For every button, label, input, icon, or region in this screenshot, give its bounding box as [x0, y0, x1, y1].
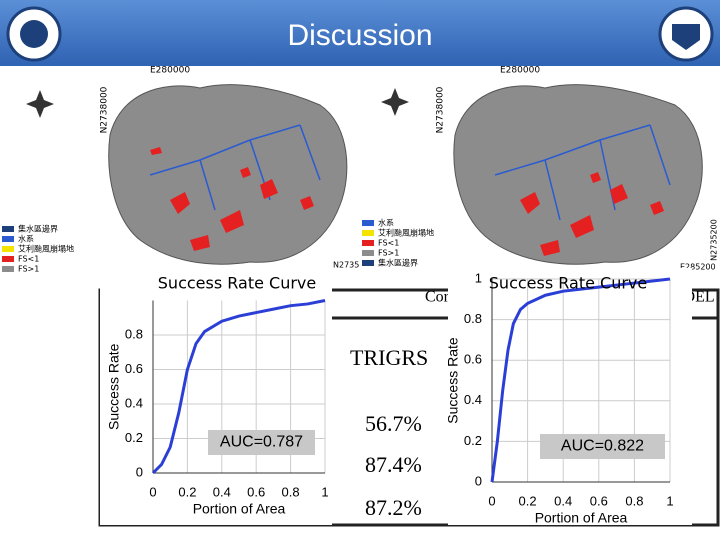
legend-swatch [2, 266, 14, 272]
legend-label: FS<1 [378, 239, 399, 248]
map-2: E280000 N2738000 N2735200 E285200 [381, 66, 719, 272]
legend-label: FS>1 [378, 249, 399, 258]
catchment [108, 84, 348, 265]
map-coord: E285200 [680, 263, 716, 272]
header-bar [0, 0, 720, 66]
auc-label: AUC=0.822 [561, 438, 644, 455]
y-tick-label: 0.8 [464, 311, 482, 326]
map-coord: N2735200 [710, 219, 719, 261]
y-tick-label: 0 [136, 464, 143, 479]
y-axis-label: Success Rate [445, 337, 461, 424]
logo-right-shield [672, 24, 700, 50]
legend-swatch [2, 256, 14, 262]
auc-label: AUC=0.787 [220, 434, 303, 451]
legend-swatch [2, 226, 14, 232]
legend-swatch [362, 230, 374, 236]
x-axis-label: Portion of Area [193, 501, 286, 517]
auc-box [540, 434, 665, 459]
y-tick-label: 0.8 [125, 326, 143, 341]
x-tick-label: 0.4 [554, 493, 572, 508]
legend-box [0, 222, 92, 274]
x-tick-label: 1 [666, 493, 673, 508]
legend-label: FS<1 [18, 255, 39, 264]
y-tick-label: 0.6 [464, 352, 482, 367]
x-tick-label: 0.2 [178, 484, 196, 499]
table-header: Cor [425, 289, 450, 306]
landslide-area [150, 147, 314, 251]
x-axis-label: Portion of Area [535, 510, 628, 526]
map-coord: N2738000 [436, 86, 446, 133]
chart-background [100, 272, 332, 525]
logo-left-inner [20, 20, 48, 48]
legend-label: 集水區邊界 [18, 224, 58, 234]
chart-title: Success Rate Curve [158, 274, 316, 293]
river [149, 124, 321, 211]
success-curve [490, 277, 671, 483]
table-cell: 56.7% [365, 411, 422, 436]
y-tick-label: 1 [475, 270, 482, 285]
table-cell: 87.4% [365, 452, 422, 477]
chart: 0 0.2 0.4 0.6 0.8 0 0.2 0.4 0.6 0.8 1 AUC=0.787 Succ… [100, 272, 332, 525]
table-cell: 87.2% [365, 495, 422, 520]
x-tick-label: 0.6 [590, 493, 608, 508]
x-tick-label: 1 [321, 484, 328, 499]
x-tick-label: 0 [149, 484, 156, 499]
success-curve [151, 299, 326, 475]
y-tick-label: 0.2 [125, 430, 143, 445]
x-tick-label: 0.8 [625, 493, 643, 508]
x-tick-label: 0.8 [282, 484, 300, 499]
x-tick-label: 0.4 [213, 484, 231, 499]
legend-label: 艾利颱風崩塌地 [378, 228, 434, 238]
legend-swatch [2, 246, 14, 252]
legend-label: 集水區邊界 [378, 258, 418, 268]
legend-label: 水系 [18, 234, 34, 244]
map-1: E280000 N2738000 N2735200 [26, 66, 375, 271]
x-tick-label: 0 [488, 493, 495, 508]
legend-box [360, 216, 452, 268]
map-coord: E280000 [150, 66, 190, 76]
y-tick-label: 0.2 [464, 433, 482, 448]
x-tick-label: 0.6 [247, 484, 265, 499]
map-coord: N2735200 [333, 261, 375, 270]
y-tick-label: 0 [475, 473, 482, 488]
map-coord: N2738000 [100, 86, 110, 133]
legend-swatch [2, 236, 14, 242]
legend-label: 水系 [378, 218, 394, 228]
auc-box [208, 430, 315, 455]
chart: 0 0.2 0.4 0.6 0.8 1 0 0.2 0.4 0.6 0.8 1 AUC=0.822 Suc… [445, 268, 692, 526]
map-coord: E280000 [500, 66, 540, 76]
legend-label: 艾利颱風崩塌地 [18, 244, 74, 254]
catchment [453, 84, 703, 265]
y-tick-label: 0.6 [125, 361, 143, 376]
x-tick-label: 0.2 [519, 493, 537, 508]
legend-swatch [362, 240, 374, 246]
y-tick-label: 0.4 [125, 395, 143, 410]
legend-label: FS>1 [18, 265, 39, 274]
chart-background [448, 268, 692, 525]
y-tick-label: 0.4 [464, 392, 482, 407]
table-cell: TRIGRS [350, 345, 428, 370]
slide-title: Discussion [287, 19, 432, 52]
y-axis-label: Success Rate [106, 343, 122, 430]
chart-title: Success Rate Curve [489, 274, 647, 293]
river [494, 124, 671, 221]
legend-swatch [362, 260, 374, 266]
legend-swatch [362, 250, 374, 256]
legend-swatch [362, 220, 374, 226]
north-arrow [381, 88, 409, 116]
north-arrow [26, 90, 54, 118]
